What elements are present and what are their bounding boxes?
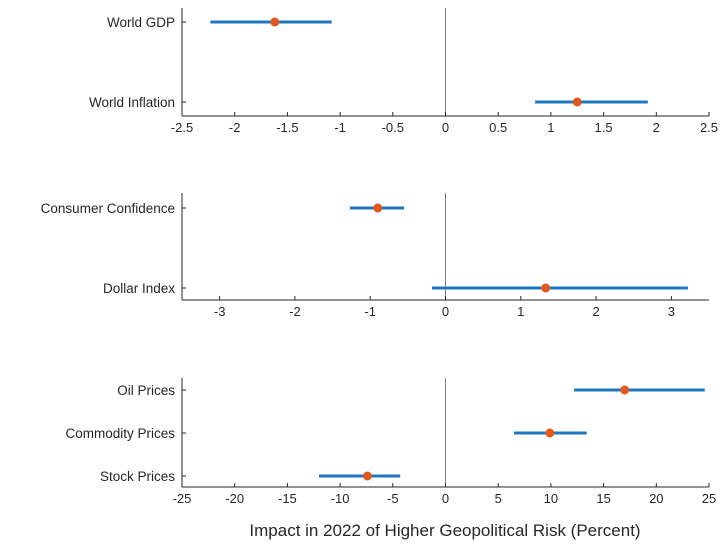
x-tick-label: 2 <box>653 120 660 135</box>
x-tick-label: -0.5 <box>382 120 404 135</box>
category-label: Oil Prices <box>117 383 175 398</box>
x-tick-label: 15 <box>596 491 610 506</box>
x-tick-label: 0.5 <box>489 120 507 135</box>
point-estimate <box>572 97 582 107</box>
x-tick-label: -3 <box>214 304 226 319</box>
x-tick-label: 1.5 <box>595 120 613 135</box>
x-tick-label: -20 <box>225 491 244 506</box>
x-tick-label: -10 <box>331 491 350 506</box>
category-label: Commodity Prices <box>65 426 175 441</box>
x-tick-label: -5 <box>387 491 399 506</box>
x-tick-label: 1 <box>547 120 554 135</box>
category-label: Stock Prices <box>100 469 175 484</box>
point-estimate <box>373 203 383 213</box>
x-tick-label: 20 <box>649 491 663 506</box>
panel-3: -25 -20 -15 -10 -5 0 5 10 15 20 25 Oil Prices Commod… <box>65 378 716 506</box>
point-estimate <box>270 17 280 27</box>
x-tick-label: -2.5 <box>171 120 193 135</box>
x-tick-label: -2 <box>289 304 301 319</box>
x-tick-label: 25 <box>702 491 716 506</box>
x-tick-label: 2.5 <box>700 120 718 135</box>
x-tick-label: -1 <box>334 120 346 135</box>
panel-2: -3 -2 -1 0 1 2 3 Consumer Confidence Dollar Inde… <box>41 193 709 319</box>
x-tick-label: 1 <box>517 304 524 319</box>
x-tick-label: -15 <box>278 491 297 506</box>
category-label: World Inflation <box>89 95 175 110</box>
x-tick-label: 0 <box>442 491 449 506</box>
x-tick-label: 0 <box>442 304 449 319</box>
x-tick-label: 10 <box>544 491 558 506</box>
x-tick-label: 2 <box>592 304 599 319</box>
category-label: World GDP <box>107 15 175 30</box>
x-tick-label: 3 <box>668 304 675 319</box>
x-tick-label: -1.5 <box>276 120 298 135</box>
point-estimate <box>363 471 373 481</box>
category-label: Consumer Confidence <box>41 201 175 216</box>
x-tick-label: 0 <box>442 120 449 135</box>
x-axis-label: Impact in 2022 of Higher Geopolitical Ri… <box>249 521 640 540</box>
x-tick-label: -2 <box>229 120 241 135</box>
x-tick-label: 5 <box>495 491 502 506</box>
point-estimate <box>620 385 630 395</box>
x-tick-label: -1 <box>364 304 376 319</box>
point-estimate <box>545 428 555 438</box>
chart-panels: -2.5 -2 -1.5 -1 -0.5 0 0.5 1 1.5 2 2.5 World GDP Wor… <box>41 8 718 506</box>
category-label: Dollar Index <box>103 281 175 296</box>
point-estimate <box>541 283 551 293</box>
panel-1: -2.5 -2 -1.5 -1 -0.5 0 0.5 1 1.5 2 2.5 World GDP Wor… <box>89 8 718 135</box>
x-tick-label: -25 <box>173 491 192 506</box>
